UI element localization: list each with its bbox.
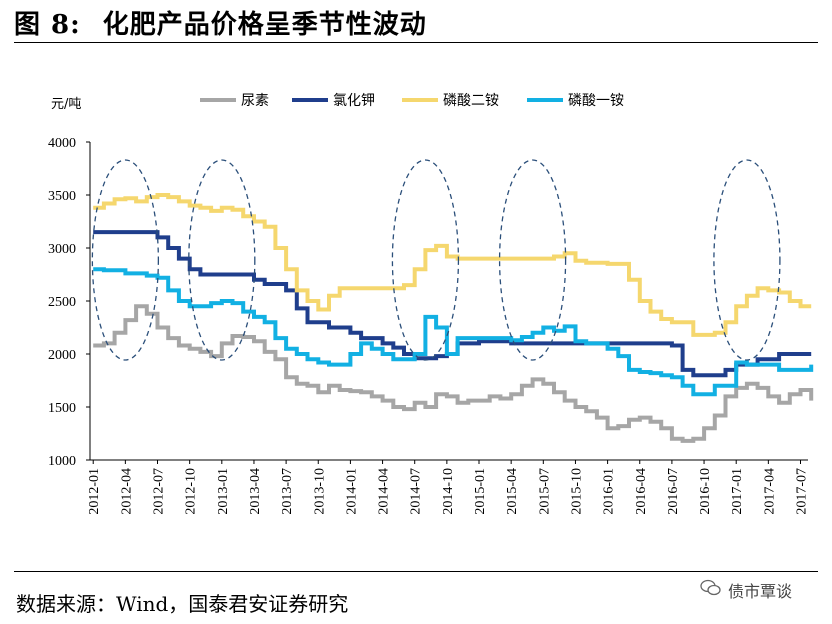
bottom-rule [14,571,818,572]
y-tick-label: 3000 [48,242,76,257]
seasonal-highlight-ellipse [391,159,460,361]
seasonal-highlight-ellipse [91,159,160,361]
top-rule [14,42,818,43]
x-tick-label: 2013-10 [312,468,327,515]
figure-label: 图 8: [14,10,81,40]
x-tick-label: 2014-07 [409,468,424,515]
x-tick-label: 2012-07 [152,468,167,515]
chart-title: 图 8: 化肥产品价格呈季节性波动 [14,4,427,41]
title-text: 化肥产品价格呈季节性波动 [102,10,427,40]
x-tick-label: 2014-01 [344,468,359,515]
series-line-磷酸二铵 [93,193,812,337]
x-tick-label: 2014-04 [377,468,392,515]
y-tick-label: 3500 [48,189,76,204]
y-tick-label: 4000 [48,136,76,151]
x-tick-label: 2016-04 [634,468,649,515]
x-tick-label: 2014-10 [441,468,456,515]
x-tick-label: 2012-10 [184,468,199,515]
legend-label: 磷酸二铵 [443,93,499,109]
x-tick-label: 2012-04 [119,468,134,515]
x-tick-label: 2017-01 [730,468,745,515]
seasonal-highlight-ellipse [188,159,256,361]
legend-label: 尿素 [241,93,269,109]
line-chart: 元/吨 1000 1500 2000 2500 3000 3500 4000 2012-01 20… [48,93,814,515]
wechat-icon [700,579,722,601]
x-tick-label: 2013-04 [248,468,263,515]
y-tick-label: 2000 [48,348,76,363]
y-tick-label: 2500 [48,295,76,310]
watermark-text: 债市覃谈 [728,582,793,601]
x-tick-label: 2016-10 [698,468,713,515]
y-tick-label: 1000 [48,454,76,469]
seasonal-highlight-ellipse [498,159,567,361]
legend-label: 磷酸一铵 [568,93,624,109]
x-tick-label: 2017-07 [794,468,809,515]
x-tick-label: 2012-01 [87,468,102,515]
seasonal-highlight-ellipse [713,159,781,361]
source-note: 数据来源：Wind，国泰君安证券研究 [16,592,349,616]
y-tick-label: 1500 [48,401,76,416]
series-line-氯化钾 [93,230,812,378]
x-tick-label: 2015-01 [473,468,488,515]
x-tick-label: 2015-07 [537,468,552,515]
series-line-磷酸一铵 [93,267,814,397]
watermark: 债市覃谈 [700,578,792,602]
x-tick-label: 2016-07 [666,468,681,515]
x-tick-label: 2015-10 [569,468,584,515]
x-tick-label: 2013-01 [216,468,231,515]
x-tick-label: 2013-07 [280,468,295,515]
x-tick-label: 2017-04 [762,468,777,515]
y-unit-label: 元/吨 [51,97,81,112]
x-tick-label: 2016-01 [602,468,617,515]
legend-label: 氯化钾 [333,93,375,109]
x-tick-label: 2015-04 [505,468,520,515]
